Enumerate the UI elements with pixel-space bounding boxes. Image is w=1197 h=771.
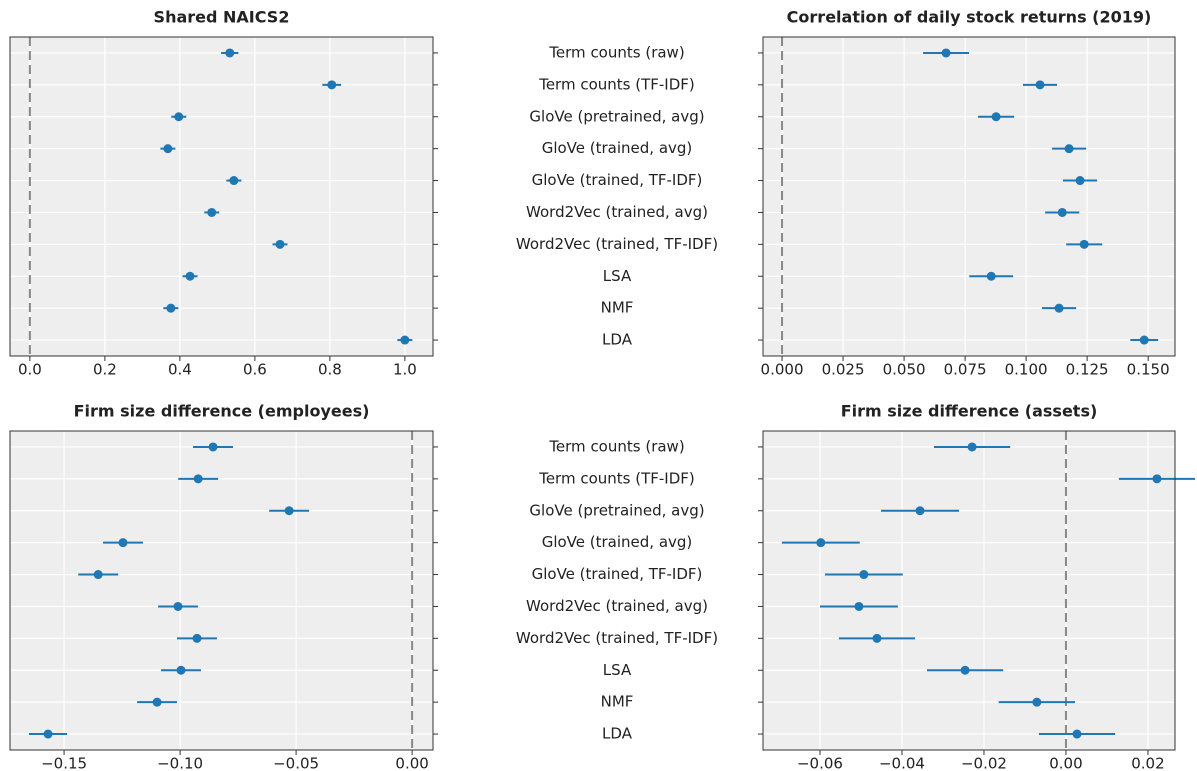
point (816, 538, 826, 548)
x-tick-label: 0.075 (944, 361, 987, 379)
category-label: Word2Vec (trained, TF-IDF) (516, 629, 718, 647)
point (400, 335, 410, 345)
point (174, 112, 184, 122)
x-tick-label: −0.02 (961, 755, 1007, 771)
x-tick-label: 0.050 (883, 361, 926, 379)
point (193, 474, 203, 484)
point (1072, 729, 1082, 739)
point (207, 207, 217, 217)
point (967, 442, 977, 452)
point (1054, 303, 1064, 313)
point (859, 570, 869, 580)
category-label: GloVe (pretrained, avg) (529, 501, 704, 519)
point (176, 665, 186, 675)
point (327, 80, 337, 90)
point (1057, 207, 1067, 217)
point (1064, 144, 1074, 154)
point (185, 271, 195, 281)
category-label: Word2Vec (trained, avg) (526, 597, 708, 615)
point (284, 506, 294, 516)
plot-background (10, 431, 433, 750)
point (275, 239, 285, 249)
category-label: LSA (603, 661, 632, 679)
point (1035, 80, 1045, 90)
chart-title: Correlation of daily stock returns (2019… (787, 8, 1152, 27)
point (229, 176, 239, 186)
category-label: Word2Vec (trained, TF-IDF) (516, 235, 718, 253)
point (166, 303, 176, 313)
category-label: GloVe (pretrained, avg) (529, 107, 704, 125)
category-label: Term counts (raw) (548, 43, 684, 61)
category-label: LDA (602, 725, 633, 743)
x-tick-label: 0.02 (1131, 755, 1164, 771)
x-tick-label: 0.150 (1127, 361, 1170, 379)
point (173, 601, 183, 611)
point (941, 48, 951, 58)
x-tick-label: 0.100 (1005, 361, 1048, 379)
category-label: Term counts (raw) (548, 437, 684, 455)
x-tick-label: 0.00 (395, 755, 428, 771)
category-label: Term counts (TF-IDF) (538, 469, 695, 487)
point (118, 538, 128, 548)
x-tick-label: −0.15 (41, 755, 87, 771)
x-tick-label: 0.125 (1066, 361, 1109, 379)
point (208, 442, 218, 452)
x-tick-label: 0.025 (822, 361, 865, 379)
point (1079, 239, 1089, 249)
plot-background (763, 37, 1175, 356)
chart-title: Firm size difference (employees) (74, 402, 370, 421)
category-label: Term counts (TF-IDF) (538, 75, 695, 93)
x-tick-label: 0.8 (318, 361, 342, 379)
point (1032, 697, 1042, 707)
category-label: LDA (602, 331, 633, 349)
point (915, 506, 925, 516)
x-tick-label: 0.0 (18, 361, 42, 379)
category-label: GloVe (trained, TF-IDF) (532, 171, 703, 189)
point (152, 697, 162, 707)
category-label: Word2Vec (trained, avg) (526, 203, 708, 221)
point (93, 570, 103, 580)
category-label: GloVe (trained, avg) (542, 139, 693, 157)
x-tick-label: −0.06 (797, 755, 843, 771)
point (1152, 474, 1162, 484)
x-tick-label: −0.05 (273, 755, 319, 771)
point (1139, 335, 1149, 345)
point (192, 633, 202, 643)
point (986, 271, 996, 281)
x-tick-label: 0.4 (168, 361, 192, 379)
plot-frame (762, 430, 1176, 751)
point (960, 665, 970, 675)
x-tick-label: 1.0 (393, 361, 417, 379)
x-tick-label: 0.00 (1049, 755, 1082, 771)
chart-title: Shared NAICS2 (154, 8, 290, 27)
point (163, 144, 173, 154)
plot-frame (762, 36, 1176, 357)
point (43, 729, 53, 739)
category-label: NMF (601, 299, 634, 317)
point (1075, 176, 1085, 186)
category-label: NMF (601, 693, 634, 711)
category-label: LSA (603, 267, 632, 285)
chart-title: Firm size difference (assets) (841, 402, 1098, 421)
category-label: GloVe (trained, TF-IDF) (532, 565, 703, 583)
plot-frame (9, 36, 434, 357)
plot-frame (9, 430, 434, 751)
x-tick-label: 0.000 (761, 361, 804, 379)
x-tick-label: −0.10 (157, 755, 203, 771)
category-label: GloVe (trained, avg) (542, 533, 693, 551)
plot-background (10, 37, 433, 356)
plot-background (763, 431, 1175, 750)
point (854, 601, 864, 611)
point (225, 48, 235, 58)
x-tick-label: 0.2 (93, 361, 117, 379)
x-tick-label: 0.6 (243, 361, 267, 379)
point (872, 633, 882, 643)
point (991, 112, 1001, 122)
x-tick-label: −0.04 (879, 755, 925, 771)
